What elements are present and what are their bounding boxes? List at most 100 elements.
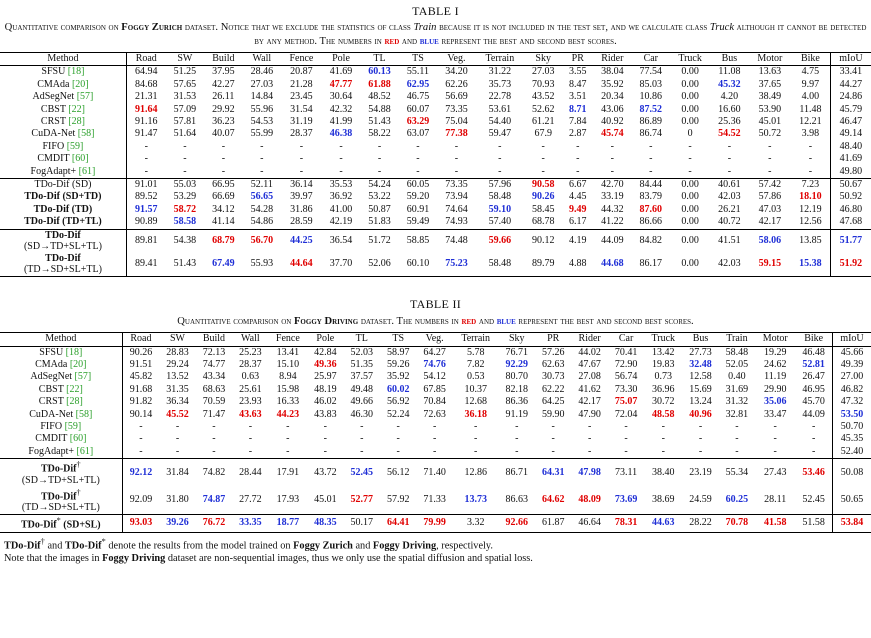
caption-text: and [476,315,497,327]
column-header: Terrain [452,332,499,347]
table-cell: 3.98 [801,128,820,140]
table-cell: - [286,421,290,433]
table-cell: 51.43 [165,252,205,277]
table-cell: 68.79 [204,228,243,253]
table-cell: 50.87 [368,203,391,215]
table-cell: - [587,421,592,433]
table-cell: 91.82 [129,396,153,408]
table-cell: 12.68 [464,396,487,408]
table-cell: 46.95 [802,383,825,395]
table-cell: 49.36 [314,359,337,370]
table-cell: 34.12 [212,203,235,215]
note-text: denote the results from the model traine… [105,540,294,552]
method-ref: [20] [69,359,87,370]
table-cell: 29.90 [763,383,787,395]
table-cell: 31.35 [166,383,189,395]
table-cell: 64.27 [423,346,446,358]
table-cell: 0.00 [681,116,699,128]
table-cell: 0.00 [670,252,711,277]
table2-caption: Quantitative comparison on Foggy Driving… [0,315,871,329]
table-cell: 4.88 [562,252,594,277]
table-cell: 70.59 [202,396,226,408]
table-cell: 86.17 [631,252,671,277]
table-row: TDo-Dif† (SD→TD+SL+TL) 92.12 31.84 74.82 28.4… [0,458,871,487]
table-cell: 91.19 [505,408,529,420]
table-cell: 49.66 [350,396,374,408]
table-cell: 41.62 [578,383,601,395]
table-row: TDo-Dif (SD+TD) 89.52 53.29 66.69 56.65 39.97… [0,191,871,204]
table-cell: 90.58 [523,178,563,192]
method-sup: * [56,515,61,525]
column-header: Fence [281,51,322,67]
method-name: SFSU [39,346,64,358]
table-cell: - [541,165,545,177]
table-cell: 52.11 [242,178,282,192]
table-cell: 64.94 [135,66,158,78]
table-row: FIFO [59] - - - - - - - - - - - - - - - - - - 48.40 [0,140,871,154]
caption-text: dataset. Notice that we exclude the stat… [182,22,414,33]
method-cell: CRST [28] [0,396,123,409]
table-cell: - [454,153,459,165]
table-cell: 77.38 [445,128,468,140]
table-cell: 31.53 [173,91,197,103]
table-cell: 58.48 [488,191,512,203]
caption-blue: blue [419,35,439,47]
table-cell: - [551,421,555,433]
table-cell: 55.99 [250,128,274,140]
method-name-bold: TDo-Dif [21,519,57,531]
table-cell: - [339,153,343,165]
table-cell: - [773,421,777,433]
table-cell: 23.93 [239,396,262,408]
table-cell: 31.22 [488,66,512,78]
table-cell: 12.86 [452,458,499,487]
table-cell: 9.49 [569,203,587,215]
table-cell: 28.22 [682,513,719,533]
table-cell: 37.65 [758,78,782,90]
table-cell: 41.00 [329,203,353,215]
table-cell: 72.63 [423,408,446,420]
column-header: Motor [748,51,792,67]
table-cell: - [299,140,304,152]
table-cell: 12.58 [689,371,712,383]
table-cell: 58.48 [725,346,749,358]
table-cell: 29.92 [212,103,235,115]
table-cell: 31.19 [290,116,313,128]
table-cell: 38.04 [601,66,624,78]
table-cell: 40.96 [689,408,712,420]
table-cell: - [260,165,264,177]
caption-dataset: Foggy Zurich [121,22,183,33]
method-cell: CRST [28] [0,116,127,129]
table-row: CMDIT [60] - - - - - - - - - - - - - - - - - - 41.69 [0,153,871,166]
table-cell: 33.19 [601,191,624,203]
table-row: TDo-Dif* (SD+SL) 93.03 39.26 76.72 33.35 18.7… [0,513,871,533]
caption-class: Train [413,22,437,33]
table-cell: 52.40 [831,445,871,459]
table-cell: - [139,445,143,457]
method-variant: (TD→SD+SL+TL) [21,502,100,514]
table-cell: - [541,140,545,152]
table1-label: TABLE I [412,4,459,18]
table-cell: 75.04 [445,116,468,128]
table-cell: 38.69 [652,494,675,506]
table-row: CMDIT [60] - - - - - - - - - - - - - - - - - - - 45.35 [0,433,871,446]
table-cell: 89.81 [126,228,166,253]
table-cell: 60.02 [386,383,410,395]
table-cell: - [587,433,592,445]
note-text: Foggy Zurich [293,540,353,552]
table-cell: - [432,433,437,445]
table-row: TDo-Dif (SD) 91.01 55.03 66.95 52.11 36.14 35.… [0,178,871,192]
table-cell: 45.66 [831,346,871,359]
table-cell: 13.73 [464,494,487,506]
column-header: TS [398,51,438,67]
table-cell: 36.96 [652,383,675,395]
table-cell: 68.78 [531,216,555,228]
method-name: CMDIT [35,433,68,445]
table-cell: - [661,433,665,445]
table2-label: TABLE II [409,296,462,311]
table-cell: 40.61 [710,178,749,192]
method-ref: [18] [65,346,83,358]
table-cell: - [139,421,143,433]
table-cell: 91.47 [135,128,158,140]
table-cell: 73.94 [445,191,468,203]
column-header: Method [0,51,127,67]
